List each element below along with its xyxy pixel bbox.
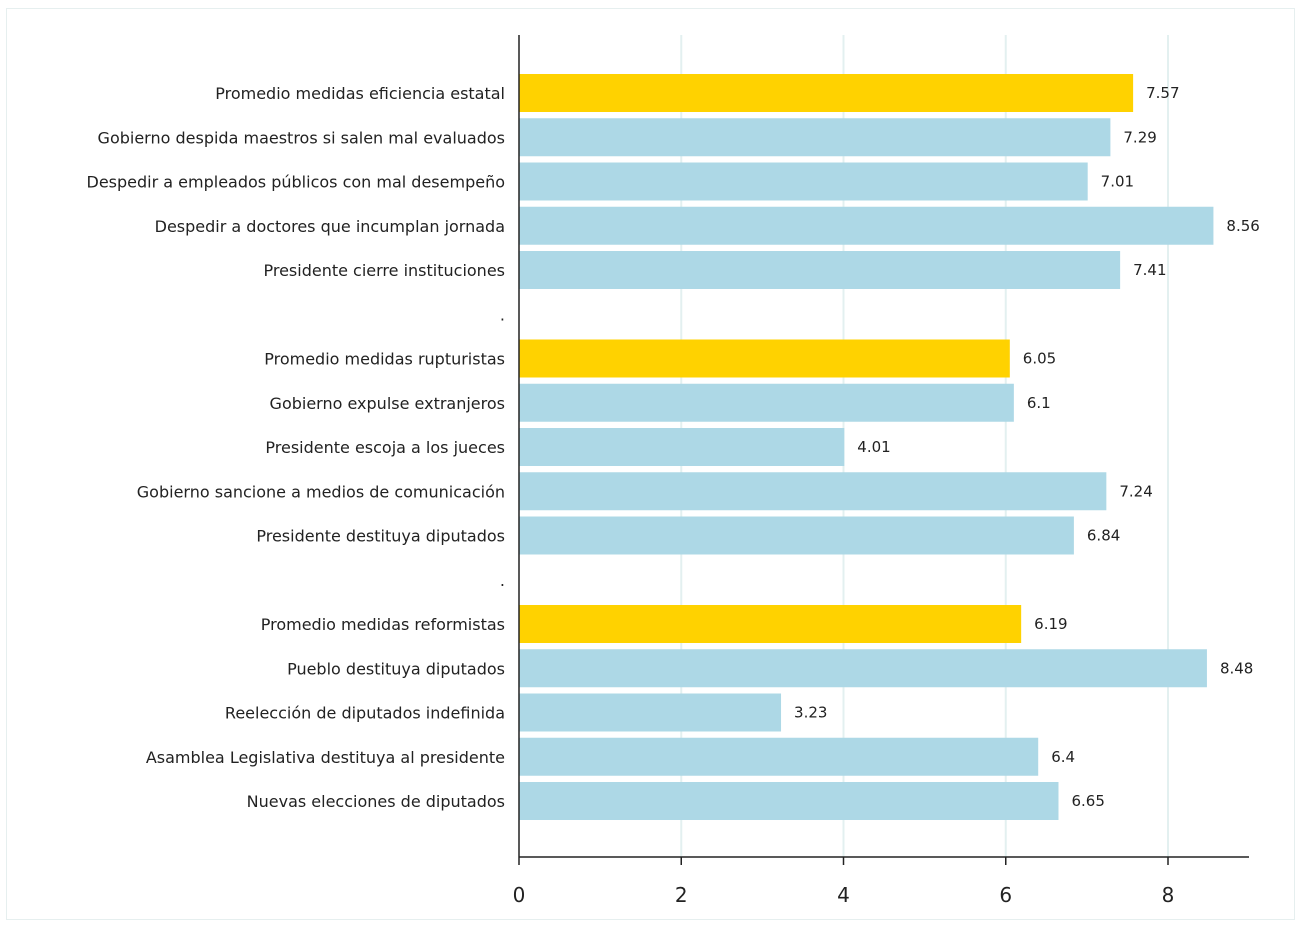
category-label-14: Reelección de diputados indefinida	[225, 704, 505, 723]
category-label-15: Asamblea Legislativa destituya al presid…	[146, 748, 505, 767]
value-label-13: 8.48	[1220, 659, 1253, 677]
bar-4	[519, 251, 1121, 289]
x-tick-label-8: 8	[1162, 883, 1175, 907]
value-label-8: 4.01	[857, 438, 890, 456]
value-label-0: 7.57	[1146, 84, 1179, 102]
category-label-5: .	[500, 305, 505, 324]
category-label-8: Presidente escoja a los jueces	[265, 438, 505, 457]
value-label-12: 6.19	[1034, 615, 1067, 633]
value-label-16: 6.65	[1071, 792, 1104, 810]
bar-7	[519, 383, 1014, 422]
chart-frame	[6, 8, 1295, 920]
category-label-6: Promedio medidas rupturistas	[264, 350, 505, 369]
value-label-2: 7.01	[1101, 173, 1134, 191]
bar-14	[519, 693, 782, 732]
value-label-4: 7.41	[1133, 261, 1166, 279]
bar-3	[519, 206, 1214, 245]
value-label-3: 8.56	[1226, 217, 1259, 235]
category-label-2: Despedir a empleados públicos con mal de…	[87, 173, 505, 192]
category-label-4: Presidente cierre instituciones	[263, 261, 505, 280]
value-label-14: 3.23	[794, 704, 827, 722]
value-label-10: 6.84	[1087, 527, 1120, 545]
category-label-11: .	[500, 571, 505, 590]
bar-10	[519, 516, 1074, 555]
bar-15	[519, 737, 1039, 776]
value-label-15: 6.4	[1051, 748, 1075, 766]
category-label-9: Gobierno sancione a medios de comunicaci…	[137, 482, 505, 501]
category-label-12: Promedio medidas reformistas	[261, 615, 505, 634]
category-label-3: Despedir a doctores que incumplan jornad…	[155, 217, 505, 236]
bar-13	[519, 649, 1207, 688]
category-label-1: Gobierno despida maestros si salen mal e…	[98, 128, 505, 147]
bar-1	[519, 118, 1111, 157]
category-label-0: Promedio medidas eficiencia estatal	[215, 84, 505, 103]
category-label-7: Gobierno expulse extranjeros	[270, 394, 505, 413]
bar-2	[519, 162, 1088, 201]
bar-0	[519, 74, 1134, 112]
category-label-10: Presidente destituya diputados	[256, 527, 505, 546]
bar-8	[519, 428, 845, 466]
value-label-9: 7.24	[1119, 482, 1152, 500]
x-tick-label-4: 4	[837, 883, 850, 907]
value-label-6: 6.05	[1023, 350, 1056, 368]
bar-9	[519, 472, 1107, 511]
category-label-13: Pueblo destituya diputados	[287, 659, 505, 678]
value-label-1: 7.29	[1123, 128, 1156, 146]
bar-6	[519, 339, 1010, 378]
x-tick-label-2: 2	[675, 883, 688, 907]
value-label-7: 6.1	[1027, 394, 1051, 412]
x-tick-label-0: 0	[513, 883, 526, 907]
category-label-16: Nuevas elecciones de diputados	[247, 792, 505, 811]
x-tick-label-6: 6	[999, 883, 1012, 907]
bar-16	[519, 782, 1059, 820]
bar-12	[519, 605, 1022, 643]
